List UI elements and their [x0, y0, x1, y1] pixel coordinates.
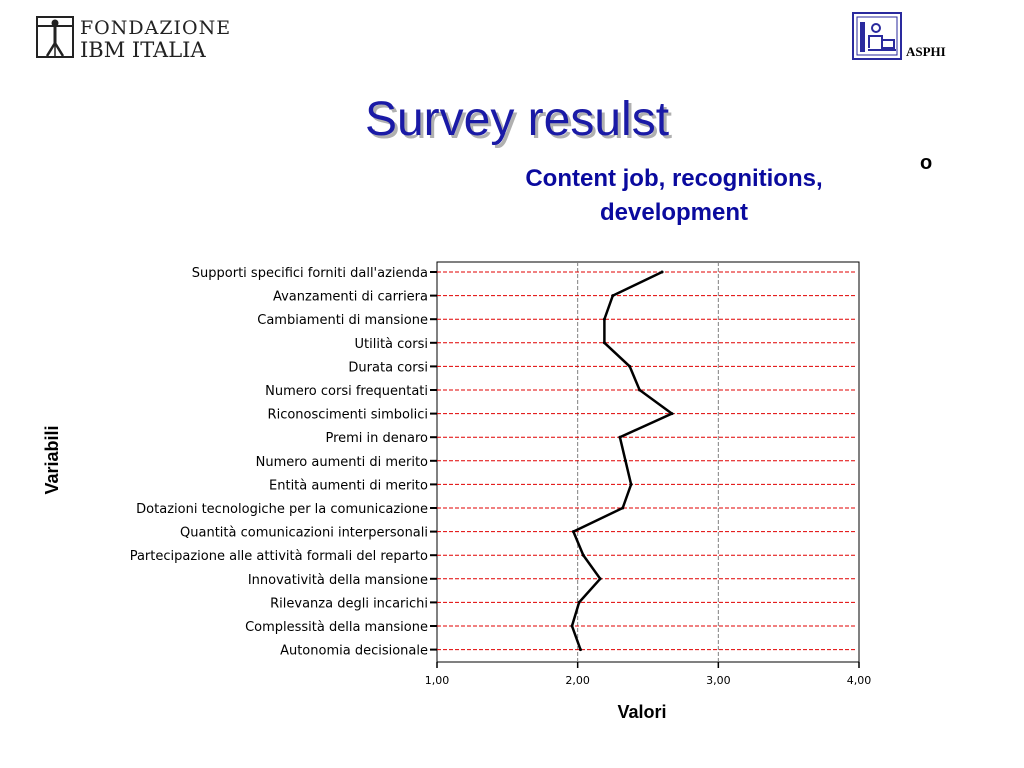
data-point: [618, 435, 622, 439]
chart-subtitle: Content job, recognitions, development: [470, 162, 878, 230]
data-point: [628, 364, 632, 368]
subtitle-line-1: Content job, recognitions,: [525, 165, 823, 192]
logo-text-fondazione: FONDAZIONE: [80, 17, 232, 39]
data-point: [570, 624, 574, 628]
y-tick-label: Entità aumenti di merito: [269, 478, 428, 493]
data-point: [581, 553, 585, 557]
data-point: [577, 600, 581, 604]
y-tick-label: Avanzamenti di carriera: [273, 290, 428, 305]
y-tick-label: Numero corsi frequentati: [265, 384, 428, 399]
subtitle-line-2: development: [599, 199, 749, 226]
y-tick-label: Innovatività della mansione: [248, 573, 428, 588]
y-tick-label: Dotazioni tecnologiche per la comunicazi…: [136, 502, 428, 517]
data-point: [602, 341, 606, 345]
y-tick-label: Numero aumenti di merito: [256, 455, 428, 470]
y-tick-label: Complessità della mansione: [245, 620, 428, 635]
data-point: [621, 506, 625, 510]
asphi-label: ASPHI: [906, 44, 946, 59]
vitruvian-man-icon: [36, 16, 74, 58]
data-point: [638, 388, 642, 392]
y-tick-label: Autonomia decisionale: [280, 644, 428, 659]
x-tick-label: 3,00: [706, 674, 731, 687]
x-tick-label: 1,00: [425, 674, 450, 687]
asphi-logo-icon: [852, 12, 902, 60]
data-point: [598, 577, 602, 581]
page-title: Survey resulst: [364, 93, 670, 146]
data-point: [670, 412, 674, 416]
logo-text-ibm-italia: IBM ITALIA: [80, 38, 206, 62]
y-tick-label: Riconoscimenti simbolici: [268, 408, 428, 423]
data-point: [660, 270, 664, 274]
data-point: [578, 648, 582, 652]
data-point: [623, 459, 627, 463]
y-tick-label: Utilità corsi: [355, 337, 428, 352]
x-axis-label: Valori: [617, 702, 666, 722]
y-tick-label: Durata corsi: [348, 360, 428, 375]
data-point: [629, 482, 633, 486]
plot-frame: [436, 261, 860, 663]
y-tick-label: Cambiamenti di mansione: [257, 313, 428, 328]
data-point: [611, 294, 615, 298]
y-axis-label: Variabili: [42, 425, 62, 494]
y-tick-label: Premi in denaro: [325, 431, 428, 446]
x-tick-label: 4,00: [847, 674, 872, 687]
y-tick-label: Supporti specifici forniti dall'azienda: [192, 266, 428, 281]
y-tick-label: Quantità comunicazioni interpersonali: [180, 526, 428, 541]
stray-text: o: [920, 152, 933, 174]
data-point: [602, 317, 606, 321]
y-tick-label: Rilevanza degli incarichi: [270, 596, 428, 611]
fondazione-ibm-logo: FONDAZIONE IBM ITALIA: [36, 16, 230, 62]
data-point: [571, 530, 575, 534]
x-tick-label: 2,00: [565, 674, 590, 687]
y-tick-label: Partecipazione alle attività formali del…: [130, 549, 428, 564]
